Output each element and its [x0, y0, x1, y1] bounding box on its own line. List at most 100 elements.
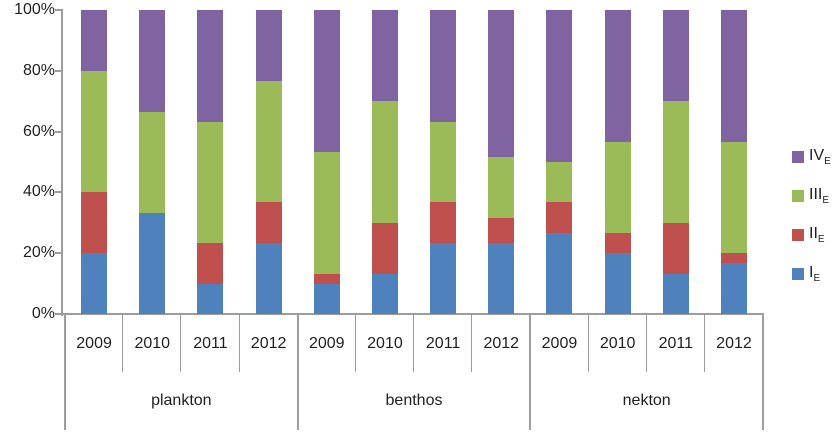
bar-segment-ii_e — [255, 202, 282, 244]
x-axis-year-label: 2011 — [425, 334, 461, 352]
y-axis-tick — [55, 69, 63, 72]
bar-cell-nekton-2009 — [530, 10, 588, 314]
bar-segment-iii_e — [430, 121, 457, 203]
bar-segment-iv_e — [255, 10, 282, 81]
bar-segment-iv_e — [197, 10, 224, 122]
bar-segment-i_e — [430, 243, 457, 314]
stacked-bar-nekton-2009 — [546, 10, 573, 314]
stacked-bar-benthos-2012 — [488, 10, 515, 314]
year-separator-line — [122, 315, 124, 372]
group-boundary-line — [529, 315, 532, 430]
x-axis-group-label-plankton: plankton — [151, 392, 212, 409]
bar-cell-nekton-2010 — [589, 10, 647, 314]
stacked-bar-nekton-2011 — [662, 10, 689, 314]
bar-segment-ii_e — [488, 217, 515, 244]
bar-segment-iv_e — [139, 10, 166, 112]
bar-cell-benthos-2012 — [472, 10, 530, 314]
bar-segment-iv_e — [604, 10, 631, 142]
stacked-bar-plankton-2010 — [139, 10, 166, 314]
bar-segment-i_e — [81, 253, 108, 314]
bar-segment-iii_e — [371, 101, 398, 223]
y-axis-tick — [55, 9, 63, 11]
legend-label: IIE — [809, 224, 825, 246]
bar-cell-plankton-2009 — [65, 10, 123, 314]
legend-label: IVE — [809, 146, 831, 168]
x-axis-year-label: 2010 — [599, 334, 636, 352]
x-axis-year-label: 2012 — [483, 334, 520, 352]
stacked-bar-benthos-2011 — [430, 10, 457, 314]
bar-segment-iii_e — [313, 151, 340, 274]
bar-segment-iv_e — [81, 10, 108, 71]
y-axis-tick-label: 40% — [22, 183, 55, 201]
legend-item-ii_e: IIE — [792, 224, 831, 246]
y-axis-tick-label: 100% — [14, 1, 55, 18]
bar-segment-iii_e — [255, 80, 282, 203]
legend-swatch-ii_e — [792, 229, 804, 241]
x-axis-year-label: 2010 — [134, 334, 171, 352]
bar-cell-benthos-2009 — [298, 10, 356, 314]
bar-segment-iv_e — [371, 10, 398, 102]
bar-segment-iii_e — [488, 157, 515, 218]
legend-swatch-i_e — [792, 268, 804, 280]
x-axis-year-label: 2009 — [308, 334, 345, 352]
bar-segment-iii_e — [662, 101, 689, 223]
bar-cell-plankton-2011 — [181, 10, 239, 314]
bar-cell-plankton-2012 — [240, 10, 298, 314]
bar-segment-i_e — [197, 283, 224, 314]
bar-cell-benthos-2010 — [356, 10, 414, 314]
bar-segment-i_e — [371, 273, 398, 314]
y-axis-line — [61, 10, 63, 316]
legend: IVE IIIE IIE IE — [792, 146, 831, 285]
x-axis-group-label-nekton: nekton — [622, 392, 671, 409]
legend-item-iv_e: IVE — [792, 146, 831, 168]
x-axis-years-row: 2009 2010 2011 2012 2009 2010 2011 2012 2009 2010… — [65, 315, 763, 372]
bar-segment-iii_e — [139, 111, 166, 213]
bar-segment-i_e — [604, 253, 631, 314]
x-axis-year-label: 2009 — [76, 334, 112, 352]
bar-segment-ii_e — [371, 222, 398, 274]
year-separator-line — [645, 315, 647, 372]
bar-segment-iii_e — [81, 70, 108, 193]
bar-segment-ii_e — [604, 232, 631, 254]
bar-segment-ii_e — [313, 273, 340, 284]
bar-segment-iv_e — [720, 10, 747, 142]
bar-segment-iii_e — [720, 141, 747, 254]
bar-segment-iv_e — [546, 10, 573, 163]
bar-segment-iii_e — [546, 162, 573, 203]
x-axis-year-label: 2010 — [367, 334, 403, 352]
y-axis-tick-label: 80% — [22, 61, 55, 79]
bar-segment-iii_e — [197, 121, 224, 244]
bar-segment-i_e — [662, 273, 689, 314]
bar-segment-iv_e — [662, 10, 689, 102]
legend-label: IIIE — [809, 185, 830, 207]
bar-segment-iv_e — [430, 10, 457, 122]
legend-item-i_e: IE — [792, 263, 831, 285]
bar-segment-iii_e — [604, 141, 631, 233]
stacked-bar-benthos-2009 — [313, 10, 340, 314]
bar-segment-i_e — [546, 232, 573, 314]
bar-cell-nekton-2011 — [647, 10, 705, 314]
group-boundary-line — [762, 315, 764, 430]
stacked-bar-plankton-2011 — [197, 10, 224, 314]
year-separator-line — [180, 315, 182, 372]
y-axis-tick — [55, 191, 63, 194]
bar-segment-ii_e — [720, 253, 747, 264]
stacked-bar-plankton-2009 — [81, 10, 108, 314]
y-axis-tick — [55, 313, 63, 315]
x-axis-line — [57, 313, 764, 315]
group-boundary-line — [64, 315, 66, 430]
x-axis-groups-row: plankton benthos nekton — [65, 372, 763, 430]
bar-segment-ii_e — [197, 243, 224, 284]
legend-label: IE — [809, 263, 821, 285]
y-axis-tick-label: 60% — [22, 122, 55, 140]
x-axis-year-label: 2012 — [250, 334, 287, 352]
y-axis-tick-label: 0% — [31, 305, 55, 322]
y-axis-tick — [55, 252, 63, 255]
y-axis-tick-label: 20% — [22, 244, 55, 262]
bar-segment-iv_e — [313, 10, 340, 152]
bar-cell-nekton-2012 — [705, 10, 763, 314]
year-separator-line — [703, 315, 705, 372]
year-separator-line — [471, 315, 473, 372]
bar-segment-i_e — [488, 243, 515, 314]
